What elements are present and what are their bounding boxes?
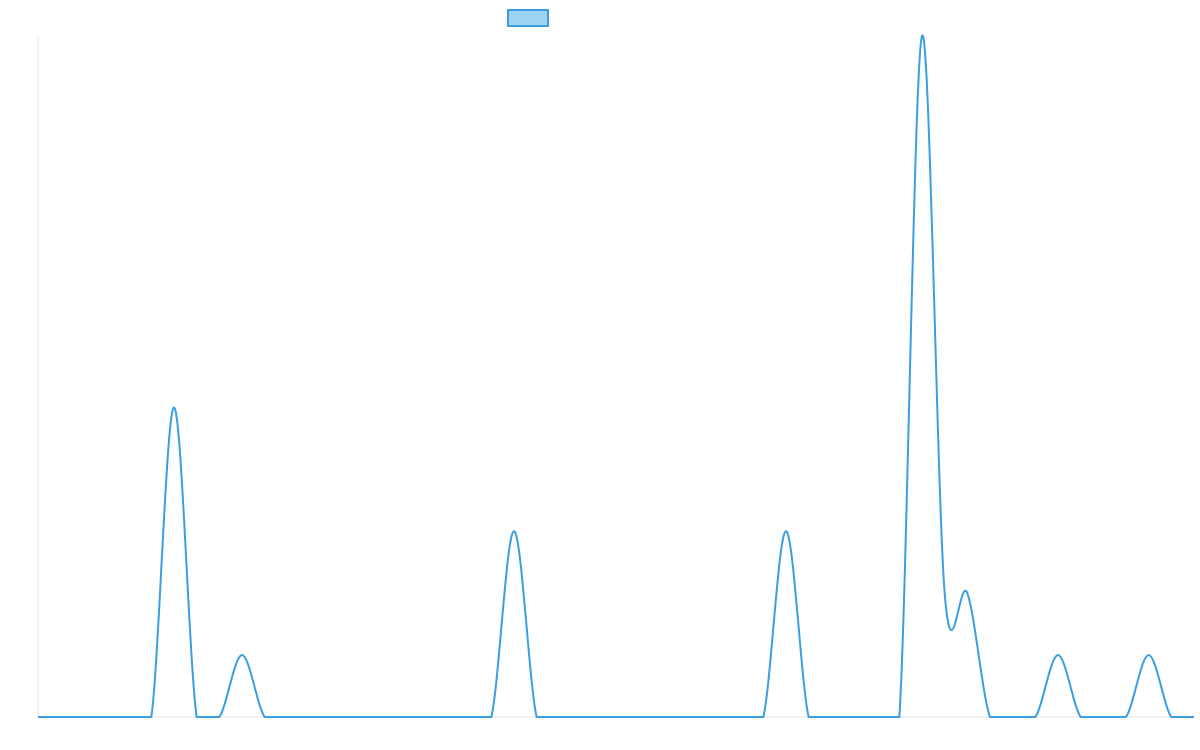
- series-line: [37, 34, 1194, 719]
- legend-swatch: [507, 9, 549, 27]
- series-layer: [37, 34, 1194, 719]
- legend: [507, 9, 549, 27]
